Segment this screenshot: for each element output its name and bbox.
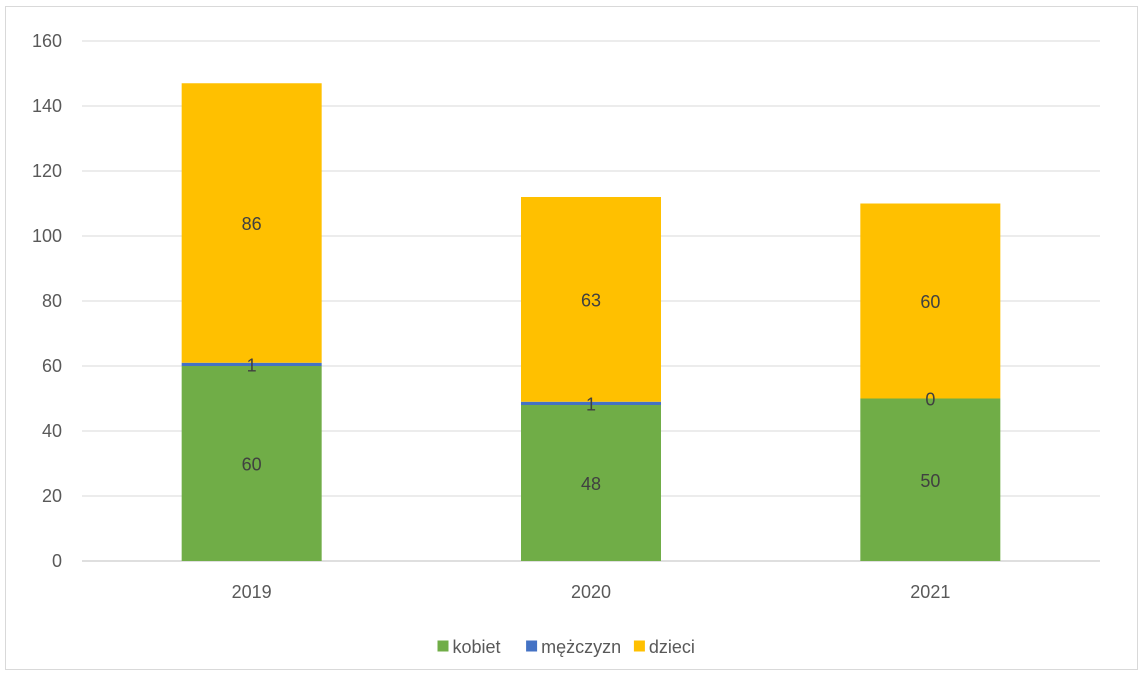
data-label: 1 [247, 355, 257, 375]
data-label: 63 [581, 290, 601, 310]
data-label: 60 [920, 292, 940, 312]
bar-segment [181, 366, 322, 561]
data-label: 0 [925, 390, 935, 410]
y-tick-label: 40 [42, 421, 62, 441]
y-tick-label: 120 [32, 161, 62, 181]
data-label: 86 [242, 214, 262, 234]
category-label: 2019 [232, 582, 272, 602]
legend-label: kobiet [453, 637, 501, 657]
y-tick-label: 140 [32, 96, 62, 116]
y-tick-label: 20 [42, 486, 62, 506]
y-tick-label: 100 [32, 226, 62, 246]
legend-swatch [437, 640, 449, 652]
y-tick-label: 160 [32, 31, 62, 51]
data-label: 50 [920, 471, 940, 491]
bar-segment [860, 203, 1001, 399]
legend-label: dzieci [649, 637, 695, 657]
bar-segment [181, 83, 322, 363]
x-axis-category-labels: 2019 2020 2021 [232, 582, 951, 602]
bar-segment [521, 401, 661, 405]
data-labels: 60 1 86 48 1 63 50 0 60 [242, 214, 941, 494]
bar-segment [521, 405, 661, 561]
legend: kobiet mężczyzn dzieci [437, 637, 695, 657]
data-label: 60 [242, 455, 262, 475]
legend-label: mężczyzn [541, 637, 621, 657]
legend-swatch [526, 640, 538, 652]
bar-segment [521, 197, 661, 402]
y-axis-tick-labels: 0 20 40 60 80 100 120 140 160 [32, 31, 62, 571]
category-label: 2020 [571, 582, 611, 602]
bar-segment [860, 398, 1001, 561]
data-label: 48 [581, 474, 601, 494]
bar-segment [181, 362, 322, 366]
bars [181, 83, 1001, 561]
legend-swatch [633, 640, 645, 652]
y-tick-label: 60 [42, 356, 62, 376]
y-tick-label: 80 [42, 291, 62, 311]
category-label: 2021 [910, 582, 950, 602]
data-label: 1 [586, 394, 596, 414]
y-tick-label: 0 [52, 551, 62, 571]
